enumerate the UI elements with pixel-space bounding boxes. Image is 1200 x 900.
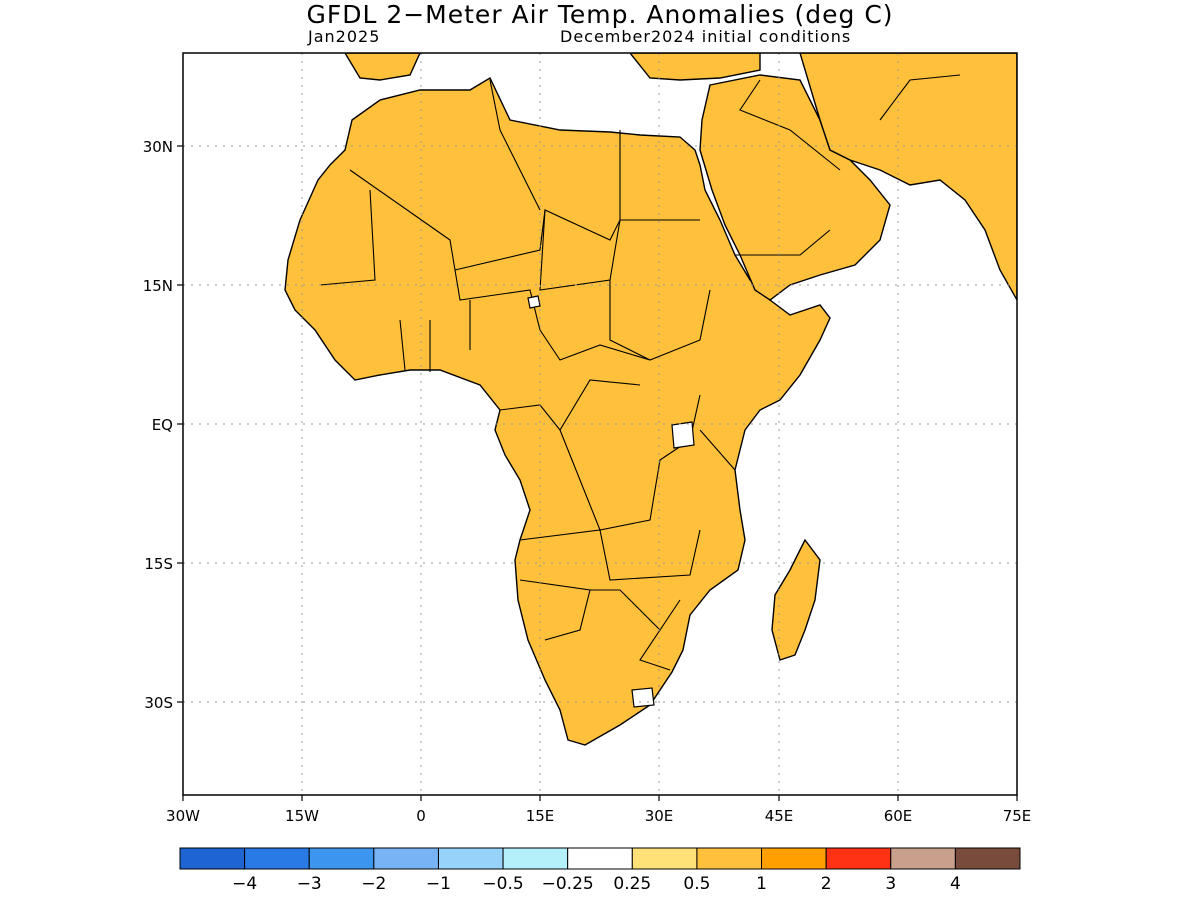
colorbar-label: −3	[297, 874, 322, 894]
colorbar-swatch	[954, 847, 1021, 870]
colorbar-label: 3	[885, 874, 896, 894]
colorbar-label: 4	[950, 874, 961, 894]
lon-tick-label: 0	[416, 807, 426, 825]
lon-tick-label: 30W	[166, 807, 200, 825]
colorbar-swatch	[567, 847, 633, 870]
lon-tick-label: 30E	[645, 807, 674, 825]
colorbar-label: −2	[361, 874, 386, 894]
colorbar-label: −0.5	[482, 874, 523, 894]
chart-title: GFDL 2−Meter Air Temp. Anomalies (deg C)	[306, 0, 894, 29]
lat-tick-label: 30S	[144, 694, 173, 712]
colorbar-swatch	[308, 847, 375, 870]
colorbar-label: 2	[821, 874, 832, 894]
country-borders	[319, 74, 961, 671]
colorbar-label: −4	[232, 874, 257, 894]
initial-conditions-label: December2024 initial conditions	[560, 27, 852, 46]
colorbar: −4 −3 −2 −1 −0.5 −0.25 0.25 0.5 1 2 3 4	[179, 847, 1021, 894]
longitude-axis: 30W 15W 0 15E 30E 45E 60E 75E	[166, 795, 1031, 825]
colorbar-swatch	[890, 847, 956, 870]
colorbar-swatch	[696, 847, 763, 870]
gridlines	[183, 53, 1017, 795]
latitude-axis: 30N 15N EQ 15S 30S	[143, 138, 183, 712]
colorbar-swatch	[761, 847, 827, 870]
lon-tick-label: 75E	[1003, 807, 1032, 825]
colorbar-swatch	[437, 847, 504, 870]
lat-tick-label: 30N	[143, 138, 173, 156]
lon-tick-label: 15E	[526, 807, 555, 825]
lat-tick-label: 15N	[143, 277, 173, 295]
colorbar-swatch	[244, 847, 310, 870]
lat-tick-label: 15S	[144, 555, 173, 573]
lon-tick-label: 15W	[285, 807, 319, 825]
colorbar-label: 1	[756, 874, 767, 894]
colorbar-swatch	[631, 847, 698, 870]
month-label: Jan2025	[308, 27, 381, 46]
colorbar-label: 0.25	[613, 874, 651, 894]
colorbar-label: 0.5	[683, 874, 710, 894]
lon-tick-label: 45E	[765, 807, 794, 825]
lake-chad	[527, 295, 541, 309]
colorbar-label: −0.25	[542, 874, 594, 894]
lesotho-outline	[631, 687, 655, 708]
lake-victoria	[671, 421, 695, 449]
colorbar-swatch	[502, 847, 569, 870]
lon-tick-label: 60E	[884, 807, 913, 825]
colorbar-swatch	[825, 847, 892, 870]
lat-tick-label: EQ	[152, 416, 173, 434]
colorbar-swatch	[373, 847, 439, 870]
colorbar-swatch	[179, 847, 246, 870]
coastlines	[284, 53, 1017, 746]
colorbar-label: −1	[426, 874, 451, 894]
